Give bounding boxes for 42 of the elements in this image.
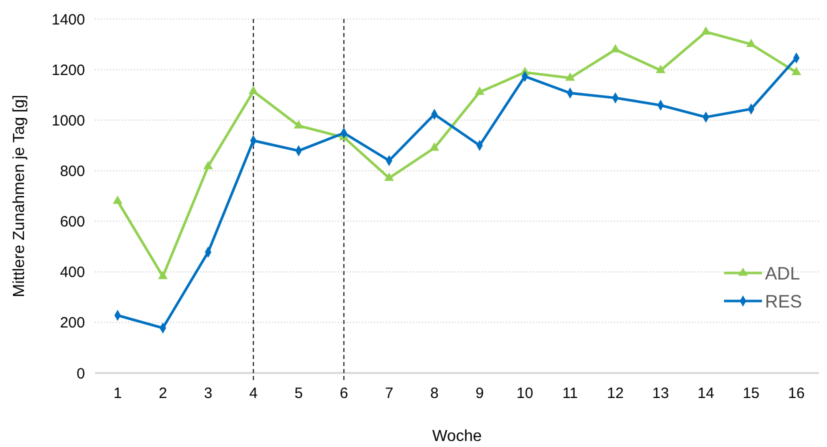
x-tick-label: 9	[475, 385, 484, 402]
legend-label: ADL	[765, 263, 800, 284]
y-axis-title: Mittlere Zunahmen je Tag [g]	[11, 94, 28, 298]
x-tick-label: 6	[340, 385, 348, 402]
x-tick-label: 15	[742, 385, 760, 402]
point	[474, 86, 484, 95]
x-tick-label: 3	[204, 385, 212, 402]
point	[294, 120, 304, 128]
point	[656, 64, 666, 74]
x-tick-label: 2	[158, 385, 168, 402]
y-tick-label: 1200	[52, 62, 85, 79]
point	[158, 270, 168, 280]
y-tick-label: 200	[60, 314, 85, 332]
point	[701, 26, 711, 35]
y-tick-label: 400	[60, 264, 85, 282]
y-tick-label: 0	[76, 365, 85, 382]
point	[112, 196, 122, 204]
point	[430, 142, 440, 151]
point	[203, 160, 213, 170]
legend-label: RES	[765, 291, 802, 312]
point	[384, 172, 394, 181]
x-tick-label: 4	[249, 385, 258, 402]
x-axis-title: Woche	[432, 428, 482, 445]
point	[610, 44, 620, 52]
y-tick-label: 1400	[52, 11, 85, 28]
x-tick-label: 1	[113, 385, 122, 402]
y-tick-label: 800	[60, 162, 85, 180]
point	[792, 66, 802, 76]
x-tick-label: 8	[430, 385, 439, 402]
x-tick-label: 11	[562, 385, 578, 402]
x-tick-label: 5	[294, 385, 303, 402]
point	[248, 86, 258, 94]
point	[565, 72, 575, 81]
x-tick-label: 10	[516, 385, 534, 402]
x-tick-label: 14	[698, 385, 714, 402]
x-tick-label: 16	[788, 385, 805, 402]
x-tick-label: 13	[652, 385, 669, 402]
x-tick-label: 7	[384, 385, 394, 402]
point	[746, 38, 756, 48]
y-tick-label: 600	[60, 214, 85, 231]
y-tick-label: 1000	[52, 112, 85, 130]
x-tick-label: 12	[607, 385, 624, 402]
